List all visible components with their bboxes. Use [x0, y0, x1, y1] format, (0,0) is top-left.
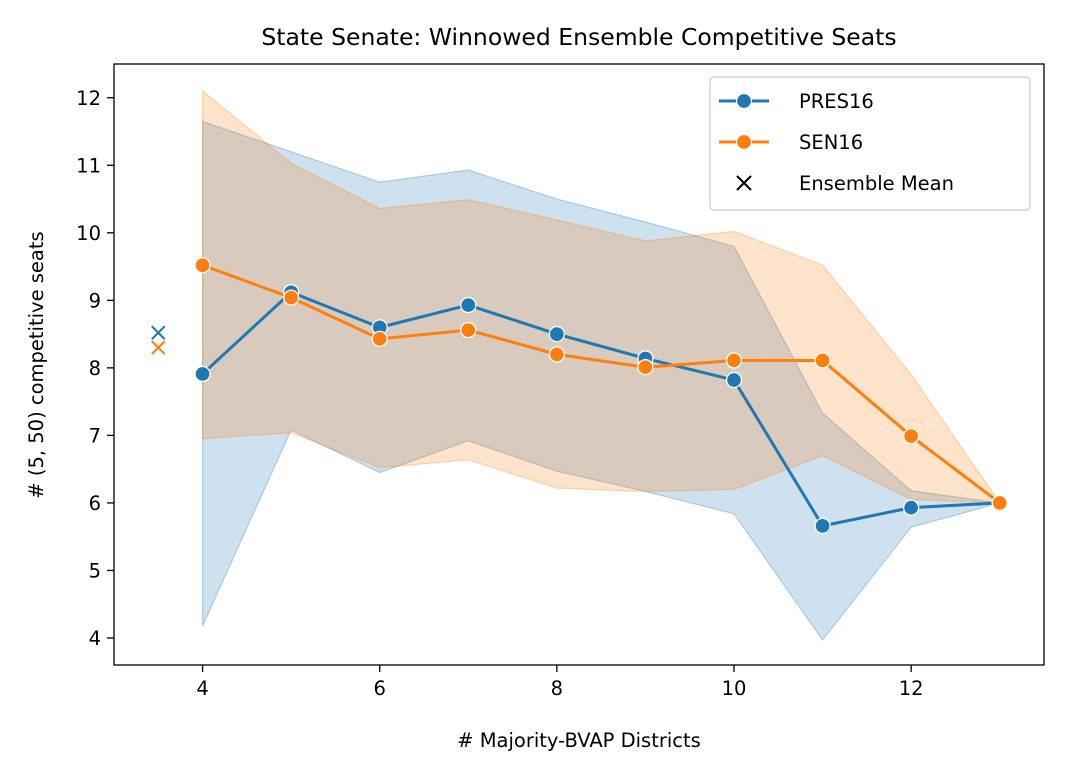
x-axis-ticks: 4 6 8 10 12 — [196, 665, 924, 700]
sen16-point — [991, 494, 1008, 512]
legend-frame — [709, 76, 1031, 211]
sen16-point — [371, 330, 388, 347]
y-tick-label: 7 — [89, 424, 101, 447]
plot-frame — [113, 63, 1045, 666]
pres16-point — [548, 325, 566, 343]
series-lines — [201, 263, 1001, 528]
ensemble-mean-markers — [151, 325, 166, 355]
sen16-point — [637, 359, 654, 376]
legend-ensemble-mean-marker — [736, 175, 752, 191]
ensemble-mean-marker — [151, 325, 166, 340]
y-axis-ticks: 4 5 6 7 8 9 10 11 12 — [76, 87, 114, 650]
x-tick-label: 6 — [374, 677, 386, 700]
y-tick-label: 9 — [89, 289, 101, 312]
sen16-point — [725, 352, 743, 369]
legend-sen16-marker — [735, 133, 753, 151]
y-tick-label: 4 — [89, 627, 101, 650]
sen16-point — [460, 321, 477, 339]
sen16-point — [814, 352, 831, 369]
x-tick-label: 4 — [196, 677, 208, 700]
x-tick-label: 10 — [722, 677, 747, 700]
ensemble-mean-marker — [151, 340, 166, 355]
y-tick-label: 10 — [76, 222, 101, 245]
legend-pres16-marker — [735, 92, 753, 110]
y-tick-label: 11 — [76, 154, 101, 177]
sen16-line — [202, 263, 1001, 505]
y-tick-label: 8 — [89, 357, 101, 380]
legend: PRES16 SEN16 Ensemble Mean — [709, 76, 1031, 211]
pres16-confidence-band — [201, 120, 1000, 642]
pres16-point — [725, 371, 743, 389]
y-tick-label: 12 — [76, 87, 101, 110]
sen16-point — [548, 346, 566, 363]
series-markers — [194, 257, 1008, 535]
sen16-point — [282, 289, 300, 306]
x-tick-label: 12 — [899, 677, 924, 700]
legend-pres16-label: PRES16 — [799, 90, 874, 113]
sen16-point — [902, 427, 920, 445]
x-tick-label: 8 — [551, 677, 563, 700]
legend-ensemble-mean-label: Ensemble Mean — [799, 172, 954, 195]
sen16-point — [194, 257, 211, 274]
confidence-bands — [201, 89, 1001, 642]
pres16-point — [814, 517, 831, 535]
y-axis-label: # (5, 50) competitive seats — [25, 231, 48, 498]
y-tick-label: 5 — [89, 559, 101, 582]
chart-title: State Senate: Winnowed Ensemble Competit… — [261, 23, 896, 51]
legend-sen16-label: SEN16 — [799, 131, 863, 154]
pres16-point — [194, 365, 211, 383]
pres16-line — [201, 290, 1000, 528]
pres16-point — [460, 296, 477, 314]
pres16-point — [902, 499, 920, 516]
y-tick-label: 6 — [89, 492, 101, 515]
sen16-confidence-band — [201, 89, 1001, 504]
x-axis-label: # Majority-BVAP Districts — [457, 729, 701, 752]
